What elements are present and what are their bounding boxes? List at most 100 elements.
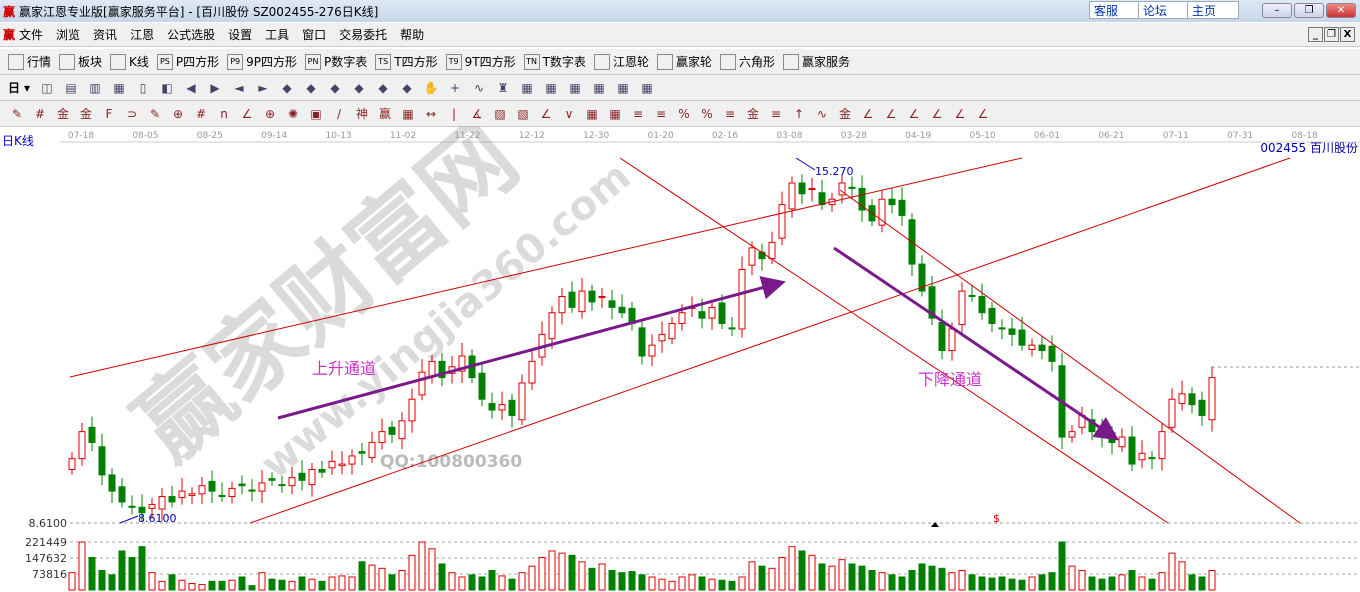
chart-tool-icon[interactable]: ▦ [545, 80, 557, 95]
chart-tool-icon[interactable]: ▥ [89, 80, 101, 95]
drawing-tool-icon[interactable]: ∠ [862, 106, 874, 121]
home-button[interactable]: 主页 [1187, 1, 1239, 19]
drawing-tool-icon[interactable]: % [701, 106, 713, 121]
drawing-tool-icon[interactable]: ✎ [149, 106, 161, 121]
drawing-tool-icon[interactable]: ≡ [632, 106, 644, 121]
chart-tool-icon[interactable]: ◆ [282, 80, 292, 95]
menu-browse[interactable]: 浏览 [56, 28, 81, 42]
chart-tool-icon[interactable]: ▦ [569, 80, 581, 95]
chart-tool-icon[interactable]: ✋ [423, 80, 439, 95]
drawing-tool-icon[interactable]: ≡ [655, 106, 667, 121]
chart-tool-icon[interactable]: ◀ [186, 80, 196, 95]
drawing-tool-icon[interactable]: ✺ [287, 106, 299, 121]
drawing-tool-icon[interactable]: ∠ [908, 106, 920, 121]
toolbar-item-1[interactable]: 板块 [59, 53, 102, 70]
chart-tool-icon[interactable]: + [450, 80, 461, 95]
drawing-tool-icon[interactable]: 金 [746, 106, 759, 121]
menu-help[interactable]: 帮助 [400, 28, 425, 42]
toolbar-item-4[interactable]: P9 9P四方形 [227, 53, 297, 70]
toolbar-item-8[interactable]: TN T数字表 [523, 53, 586, 70]
drawing-tool-icon[interactable]: ▦ [402, 106, 414, 121]
toolbar-item-12[interactable]: 赢家服务 [782, 53, 850, 70]
drawing-tool-icon[interactable]: ∡ [471, 106, 483, 121]
period-select[interactable]: 日 [8, 81, 21, 95]
chart-tool-icon[interactable]: ∿ [474, 80, 485, 95]
drawing-tool-icon[interactable]: ⊕ [172, 106, 184, 121]
drawing-tool-icon[interactable]: ∠ [977, 106, 989, 121]
chart-tool-icon[interactable]: ▦ [617, 80, 629, 95]
customer-service-button[interactable]: 客服 [1089, 1, 1141, 19]
drawing-tool-icon[interactable]: ▦ [586, 106, 598, 121]
menu-settings[interactable]: 设置 [228, 28, 253, 42]
mdi-minimize-button[interactable]: _ [1308, 27, 1323, 42]
drawing-tool-icon[interactable]: | [451, 106, 457, 121]
chart-tool-icon[interactable]: ▯ [139, 80, 147, 95]
drawing-tool-icon[interactable]: ∠ [954, 106, 966, 121]
chart-tool-icon[interactable]: ◆ [330, 80, 340, 95]
drawing-tool-icon[interactable]: ↑ [793, 106, 805, 121]
toolbar-item-3[interactable]: PS P四方形 [156, 53, 219, 70]
drawing-tool-icon[interactable]: ∨ [564, 106, 574, 121]
up-channel-bottom[interactable] [249, 157, 1291, 524]
mdi-restore-button[interactable]: ❐ [1324, 27, 1339, 42]
chart-tool-icon[interactable]: ◫ [41, 80, 53, 95]
menu-tools[interactable]: 工具 [265, 28, 290, 42]
drawing-tool-icon[interactable]: n [220, 106, 228, 121]
chart-tool-icon[interactable]: ▦ [641, 80, 653, 95]
toolbar-item-11[interactable]: 六角形 [719, 53, 775, 70]
chart-tool-icon[interactable]: ▶ [210, 80, 220, 95]
chart-tool-icon[interactable]: ▦ [521, 80, 533, 95]
toolbar-item-7[interactable]: T9 9T四方形 [445, 53, 516, 70]
minimize-button[interactable]: – [1262, 3, 1292, 18]
drawing-tool-icon[interactable]: ⊃ [126, 106, 138, 121]
chart-tool-icon[interactable]: ▦ [113, 80, 125, 95]
toolbar-item-10[interactable]: 赢家轮 [656, 53, 712, 70]
channel-lines[interactable] [69, 157, 1301, 524]
drawing-tool-icon[interactable]: ∿ [816, 106, 828, 121]
toolbar-item-5[interactable]: PN P数字表 [305, 53, 367, 70]
drawing-tool-icon[interactable]: ✎ [11, 106, 23, 121]
menu-window[interactable]: 窗口 [302, 28, 327, 42]
drawing-tool-icon[interactable]: ∠ [241, 106, 253, 121]
toolbar-item-9[interactable]: 江恩轮 [593, 53, 649, 70]
chart-tool-icon[interactable]: ▦ [593, 80, 605, 95]
chart-tool-icon[interactable]: ▤ [65, 80, 77, 95]
up-channel-top[interactable] [69, 157, 1023, 378]
drawing-tool-icon[interactable]: ∠ [931, 106, 943, 121]
drawing-tool-icon[interactable]: ▣ [310, 106, 322, 121]
restore-button[interactable]: ❐ [1294, 3, 1324, 18]
toolbar-item-6[interactable]: TS T四方形 [375, 53, 438, 70]
forum-button[interactable]: 论坛 [1138, 1, 1190, 19]
toolbar-item-0[interactable]: 行情 [8, 53, 51, 70]
drawing-tool-icon[interactable]: ⊕ [264, 106, 276, 121]
drawing-tool-icon[interactable]: ▧ [517, 106, 529, 121]
chevron-down-icon[interactable]: ▾ [24, 80, 31, 95]
menu-file[interactable]: 文件 [19, 28, 44, 42]
drawing-tool-icon[interactable]: / [336, 106, 342, 121]
drawing-tool-icon[interactable]: # [34, 106, 46, 121]
drawing-tool-icon[interactable]: 金 [56, 106, 69, 121]
drawing-tool-icon[interactable]: ▨ [494, 106, 506, 121]
drawing-tool-icon[interactable]: ▦ [609, 106, 621, 121]
drawing-tool-icon[interactable]: 赢 [378, 106, 391, 121]
chart-tool-icon[interactable]: ◆ [354, 80, 364, 95]
down-channel-bottom[interactable] [619, 157, 1169, 524]
drawing-tool-icon[interactable]: 金 [79, 106, 92, 121]
menu-trade[interactable]: 交易委托 [339, 28, 388, 42]
chart-tool-icon[interactable]: ◆ [306, 80, 316, 95]
chart-tool-icon[interactable]: ◧ [161, 80, 173, 95]
menu-formula[interactable]: 公式选股 [167, 28, 216, 42]
drawing-tool-icon[interactable]: # [195, 106, 207, 121]
chart-tool-icon[interactable]: ◄ [234, 80, 244, 95]
toolbar-item-2[interactable]: K线 [110, 53, 149, 70]
chart-tool-icon[interactable]: ◆ [378, 80, 388, 95]
drawing-tool-icon[interactable]: ≡ [724, 106, 736, 121]
drawing-tool-icon[interactable]: F [105, 106, 113, 121]
chart-tool-icon[interactable]: ► [258, 80, 268, 95]
drawing-tool-icon[interactable]: ∠ [540, 106, 552, 121]
close-button[interactable]: ✕ [1326, 3, 1356, 18]
mdi-close-button[interactable]: X [1340, 27, 1355, 42]
drawing-tool-icon[interactable]: ↔ [425, 106, 437, 121]
menu-news[interactable]: 资讯 [93, 28, 118, 42]
menu-gann[interactable]: 江恩 [130, 28, 155, 42]
